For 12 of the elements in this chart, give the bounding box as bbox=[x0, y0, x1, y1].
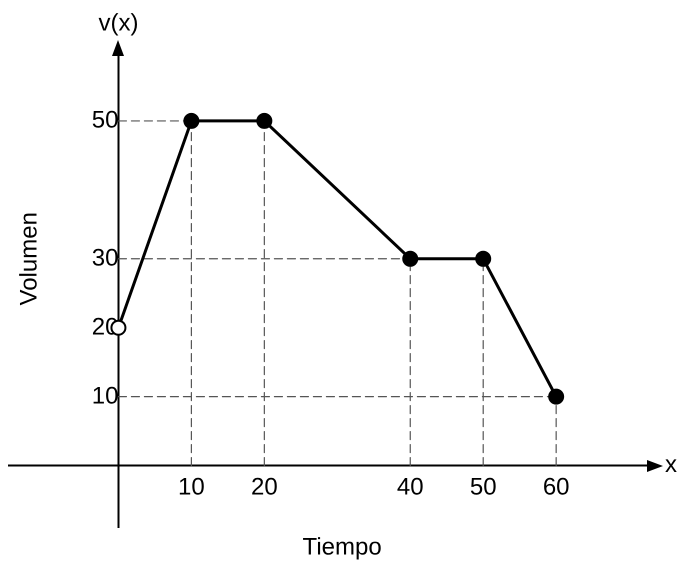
x-tick-label: 20 bbox=[250, 474, 278, 501]
x-tick-label: 10 bbox=[178, 474, 205, 501]
x-tick-label: 60 bbox=[542, 474, 570, 501]
x-tick-label: 40 bbox=[396, 474, 424, 501]
x-tick-label: 50 bbox=[470, 474, 497, 501]
text: x bbox=[665, 451, 677, 478]
y-axis-title: Volumen bbox=[16, 212, 43, 306]
y-tick-label: 10 bbox=[92, 382, 118, 410]
text: v(x) bbox=[98, 10, 138, 37]
x-axis-title: Tiempo bbox=[302, 534, 382, 561]
y-tick-label: 50 bbox=[92, 106, 118, 134]
y-tick-label: 30 bbox=[92, 244, 118, 272]
